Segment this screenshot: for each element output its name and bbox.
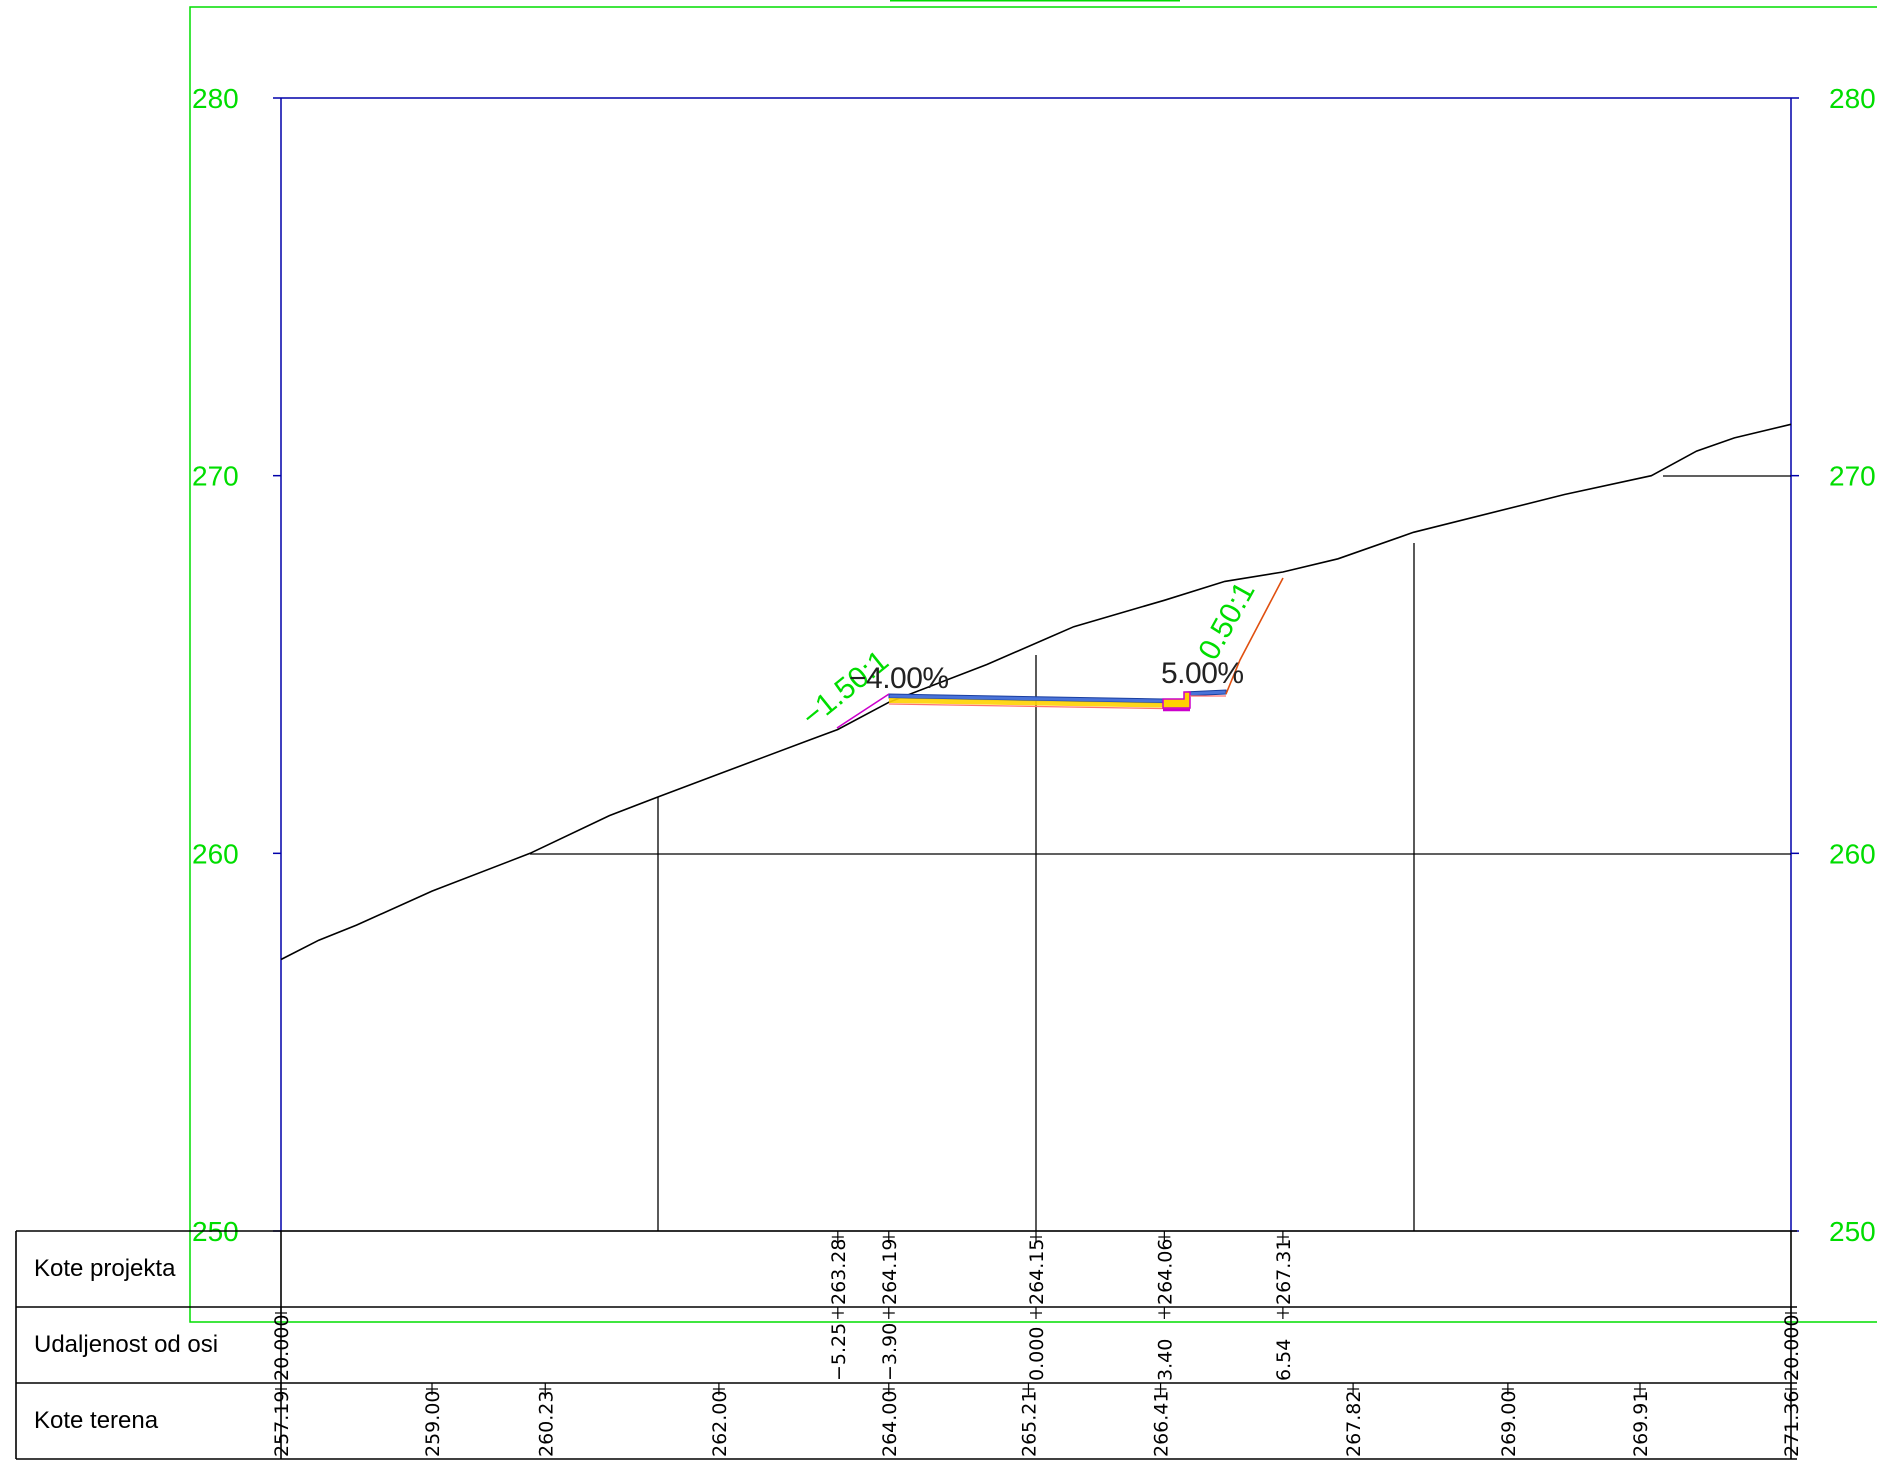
udaljenost-value: −5.25 (828, 1323, 850, 1381)
kote-terena-value: 260.23 (535, 1391, 557, 1457)
udaljenost-value: 3.40 (1154, 1339, 1176, 1381)
elevation-axis-right: 280 270 260 250 (1791, 83, 1876, 1247)
kote-terena-value: 264.00 (879, 1391, 901, 1457)
right-crossfall-label: 5.00% (1161, 657, 1244, 690)
kote-terena-value: 265.21 (1019, 1391, 1041, 1457)
row-label-udaljenost-od-osi: Udaljenost od osi (34, 1331, 218, 1358)
elev-label-right: 280 (1829, 83, 1876, 114)
reference-grid (281, 476, 1791, 1231)
band-table: Kote projekta Udaljenost od osi Kote ter… (16, 1231, 1803, 1459)
udaljenost-value: 6.54 (1273, 1339, 1295, 1381)
kote-terena-value: 262.00 (709, 1391, 731, 1457)
udaljenost-value: 20.000 (1781, 1315, 1803, 1381)
ditch-step (1163, 692, 1190, 708)
elev-label-left: 260 (192, 838, 239, 869)
right-slope-label: 0.50:1 (1192, 576, 1261, 665)
kote-terena-value: 269.00 (1498, 1391, 1520, 1457)
row-label-kote-projekta: Kote projekta (34, 1255, 176, 1282)
kote-terena-value: 269.91 (1630, 1391, 1652, 1457)
kote-terena-value: 267.82 (1343, 1391, 1365, 1457)
row-label-kote-terena: Kote terena (34, 1407, 159, 1434)
kote-projekta-value: 264.15 (1026, 1239, 1048, 1305)
elev-label-left: 270 (192, 461, 239, 492)
kote-terena-value: 271.36 (1781, 1391, 1803, 1457)
kote-projekta-value: 267.31 (1273, 1239, 1295, 1305)
kote-projekta-value: 264.19 (879, 1239, 901, 1305)
elev-label-right: 260 (1829, 838, 1876, 869)
elev-label-right: 270 (1829, 461, 1876, 492)
elev-label-left: 280 (192, 83, 239, 114)
udaljenost-value: 0.000 (1026, 1327, 1048, 1381)
udaljenost-value: −3.90 (879, 1323, 901, 1381)
elev-label-right: 250 (1829, 1216, 1876, 1247)
left-crossfall-label: −4.00% (849, 662, 949, 695)
sheet-frame (190, 0, 1877, 1322)
kote-projekta-value: 263.28 (828, 1239, 850, 1305)
kote-terena-value: 266.41 (1151, 1391, 1173, 1457)
udaljenost-value: 20.000 (271, 1315, 293, 1381)
kote-terena-value: 257.19 (271, 1391, 293, 1457)
kote-terena-value: 259.00 (422, 1391, 444, 1457)
band-values: 263.28 264.19 264.15 264.06 267.31 20.000 −5.2… (271, 1231, 1803, 1457)
kote-projekta-value: 264.06 (1154, 1239, 1176, 1305)
